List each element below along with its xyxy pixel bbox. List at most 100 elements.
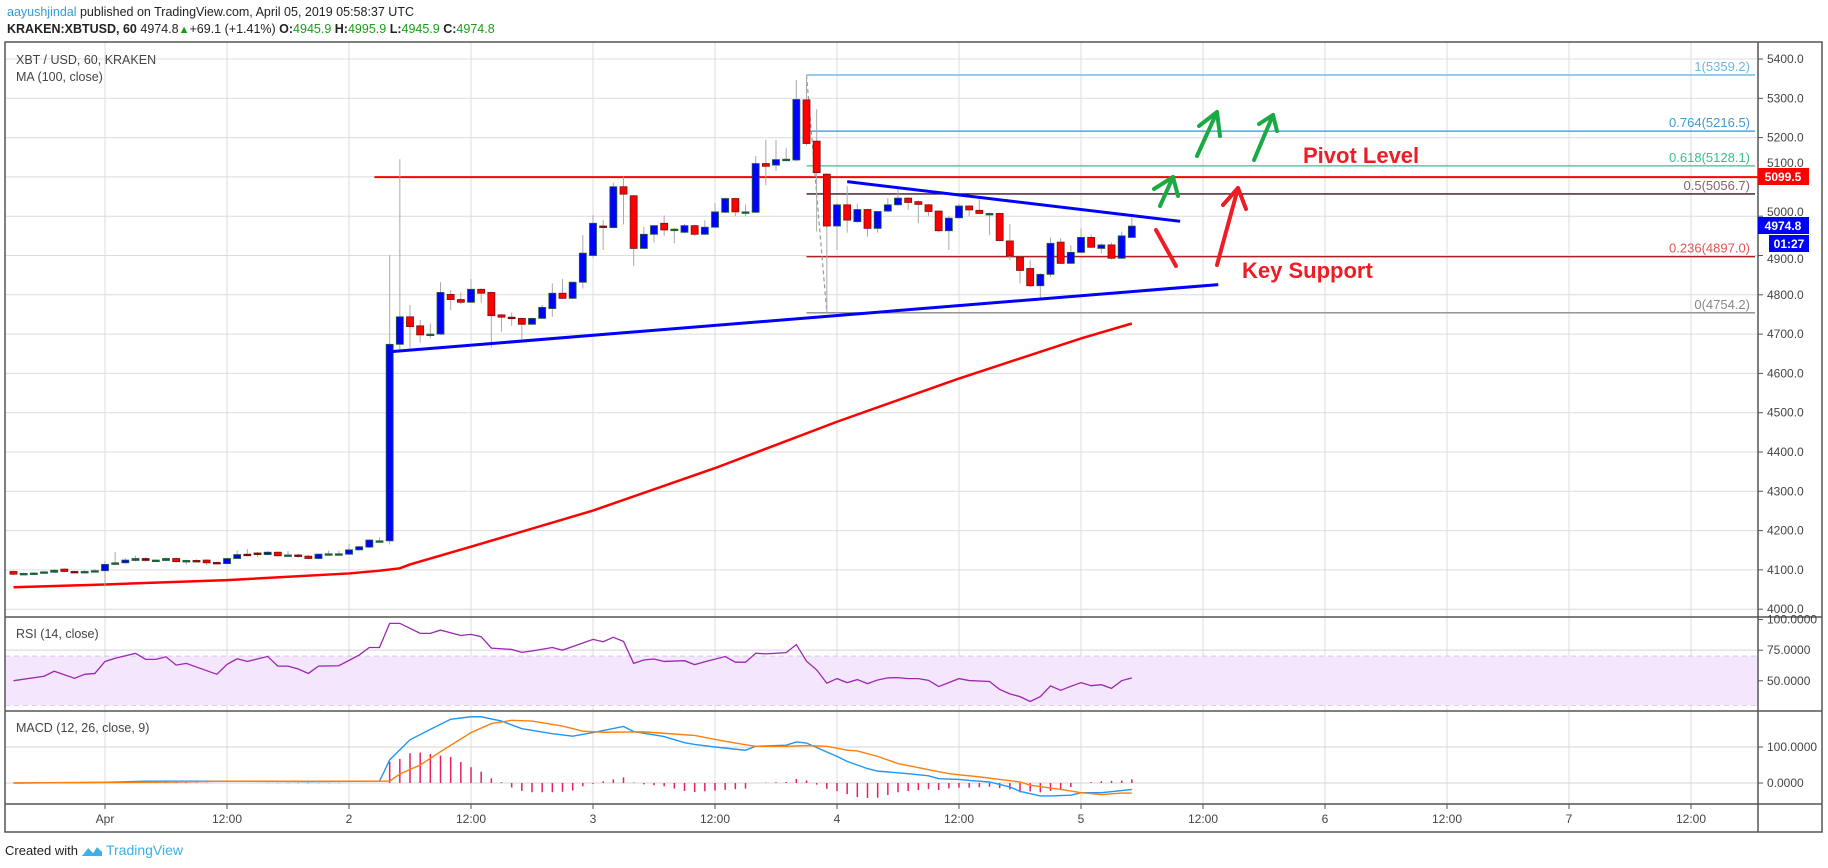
candle-body <box>182 560 191 563</box>
time-tick-label: 12:00 <box>700 812 730 826</box>
price-tick-label: 4200.0 <box>1767 524 1804 538</box>
candle-body <box>477 288 486 294</box>
candle <box>121 558 130 564</box>
candle-body <box>9 571 18 575</box>
main-pane[interactable]: 1(5359.2) 0.764(5216.5) 0.618(5128.1) 0.5(5… <box>9 59 1758 589</box>
rsi-tick-label: 75.0000 <box>1767 643 1811 657</box>
time-tick-label: 12:00 <box>1676 812 1706 826</box>
candle <box>263 551 272 556</box>
price-tick-label: 5100.0 <box>1767 156 1804 170</box>
candle <box>650 224 658 243</box>
time-tick-label: 12:00 <box>1432 812 1462 826</box>
time-tick-label: 5 <box>1078 812 1085 826</box>
candle <box>894 189 902 206</box>
candle <box>233 550 242 559</box>
candle <box>822 173 831 313</box>
candle <box>802 75 811 146</box>
candle <box>111 551 120 566</box>
candle <box>751 156 760 214</box>
axes[interactable]: Apr 12:00 2 12:00 3 12:00 4 12:00 5 12:00 6 12:00 7 1… <box>96 52 1818 826</box>
rsi-line <box>13 622 1133 703</box>
price-tick-label: 4300.0 <box>1767 484 1804 498</box>
candle <box>50 569 59 573</box>
close-label: C: <box>443 22 457 36</box>
publish-info: aayushjindal published on TradingView.co… <box>7 5 414 19</box>
candle <box>90 569 99 573</box>
candle <box>395 159 404 350</box>
rsi-pane[interactable] <box>13 622 1133 703</box>
candle-body <box>406 316 414 328</box>
candle-body <box>314 553 323 559</box>
candle-body <box>1117 235 1126 259</box>
candle <box>467 279 475 304</box>
candle-body <box>944 217 953 232</box>
candle <box>1066 245 1075 265</box>
candle <box>568 281 577 300</box>
candle-body <box>243 553 252 557</box>
price-change: +69.1 (+1.41%) <box>189 22 276 36</box>
series-legend[interactable]: XBT / USD, 60, KRAKEN <box>16 53 157 67</box>
candle-body <box>467 288 475 303</box>
candle <box>294 553 303 558</box>
candle <box>192 559 201 563</box>
last-price: 4974.8 <box>140 22 179 36</box>
ma-legend[interactable]: MA (100, close) <box>16 70 103 84</box>
candle <box>700 220 709 236</box>
candle-body <box>40 571 48 574</box>
price-tick-label: 4800.0 <box>1767 288 1804 302</box>
fib-level-label: 0.764(5216.5) <box>1669 115 1750 130</box>
candle-body <box>497 314 506 318</box>
macd-legend[interactable]: MACD (12, 26, close, 9) <box>16 721 150 735</box>
candle <box>812 109 821 232</box>
candle <box>995 212 1004 242</box>
candle-body <box>1005 240 1014 256</box>
resistance-trendline <box>846 180 1181 223</box>
candle <box>833 202 841 250</box>
candle-body <box>385 343 394 542</box>
candle <box>517 317 526 340</box>
candle-body <box>863 209 872 229</box>
triangle-up-icon: ▲ <box>178 24 190 36</box>
candle-body <box>162 558 170 561</box>
price-tick-label: 5300.0 <box>1767 91 1804 105</box>
candle-body <box>690 225 699 235</box>
candle-body <box>192 560 201 563</box>
tradingview-logo-icon <box>81 844 103 856</box>
candle <box>914 200 923 224</box>
candle <box>385 255 394 545</box>
candle <box>60 568 69 573</box>
candle-body <box>1016 257 1024 271</box>
candle-body <box>629 195 638 249</box>
macd-tick-label: 100.0000 <box>1767 740 1817 754</box>
candle-body <box>29 572 38 575</box>
tradingview-link[interactable]: TradingView <box>105 842 184 858</box>
key-support-trendline <box>389 283 1219 354</box>
candle-body <box>446 294 455 300</box>
candle <box>497 314 506 332</box>
candle-body <box>700 226 709 235</box>
time-tick-label: 12:00 <box>944 812 974 826</box>
green-up-arrow-icon-shaft <box>1195 110 1219 158</box>
candle <box>101 560 109 587</box>
candle <box>446 290 455 311</box>
candle <box>487 291 496 348</box>
candle <box>599 220 608 250</box>
candle-body <box>599 225 608 228</box>
candle <box>548 283 557 317</box>
candle <box>223 557 231 565</box>
created-with-text: Created with <box>5 842 78 858</box>
candle-body <box>253 552 262 555</box>
candle-body <box>365 539 374 548</box>
low-label: L: <box>389 22 402 36</box>
candle-body <box>934 210 943 232</box>
macd-pane[interactable] <box>13 716 1133 798</box>
author-link[interactable]: aayushjindal <box>7 5 77 19</box>
candle <box>1056 238 1065 265</box>
candle-body <box>294 554 303 557</box>
time-tick-label: 12:00 <box>1188 812 1218 826</box>
rsi-legend[interactable]: RSI (14, close) <box>16 627 99 641</box>
candle <box>80 570 89 574</box>
green-up-arrow-icon-head <box>1197 110 1222 138</box>
candle <box>182 559 191 565</box>
